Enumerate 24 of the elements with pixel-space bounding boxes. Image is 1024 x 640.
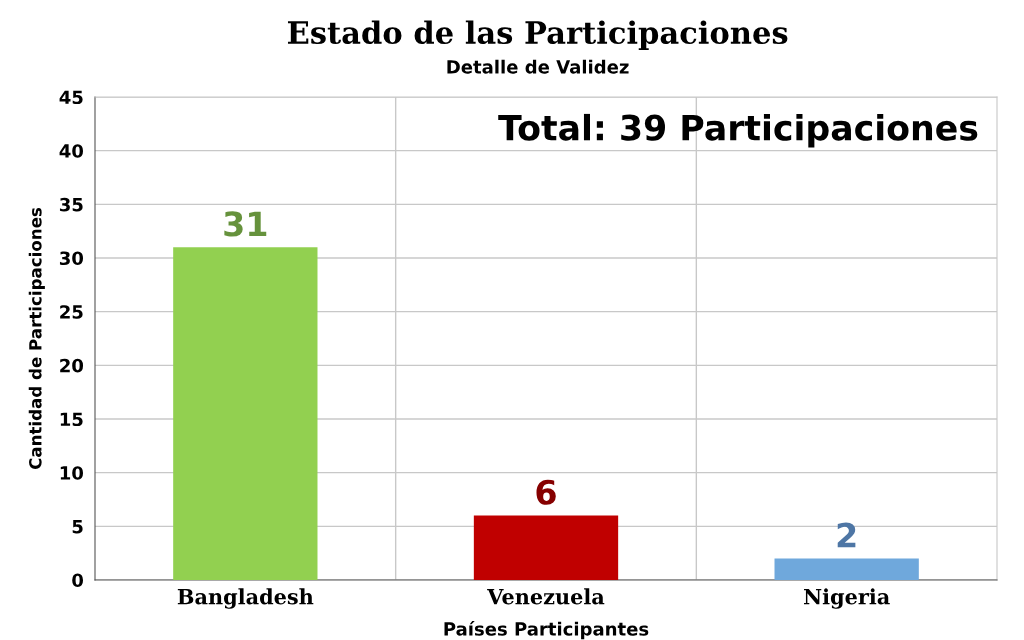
bar [473,515,619,580]
y-tick-label: 40 [59,144,84,158]
x-tick-label: Venezuela [487,588,605,605]
x-tick-label: Bangladesh [177,588,314,609]
chart-subtitle: Detalle de Validez [447,59,629,74]
y-tick-label: 35 [59,197,83,212]
bar [774,558,919,580]
data-label: 31 [224,211,267,237]
data-label: 6 [536,479,556,505]
x-tick-label: Nigeria [804,588,890,609]
bar [173,247,318,580]
x-axis-title: Países Participantes [444,621,649,640]
y-tick-label: 5 [72,520,83,534]
y-tick-label: 25 [60,305,83,319]
y-tick-label: 15 [60,412,83,427]
annotation: Total: 39 Participaciones [498,113,978,148]
y-tick-label: 0 [72,573,84,588]
chart-title: Estado de las Participaciones [287,20,788,50]
y-tick-label: 45 [59,90,83,105]
y-tick-label: 20 [60,358,84,373]
y-axis-title: Cantidad de Participaciones [28,207,45,470]
y-tick-label: 30 [59,251,84,266]
data-label: 2 [837,522,856,548]
y-tick-label: 10 [60,466,84,480]
